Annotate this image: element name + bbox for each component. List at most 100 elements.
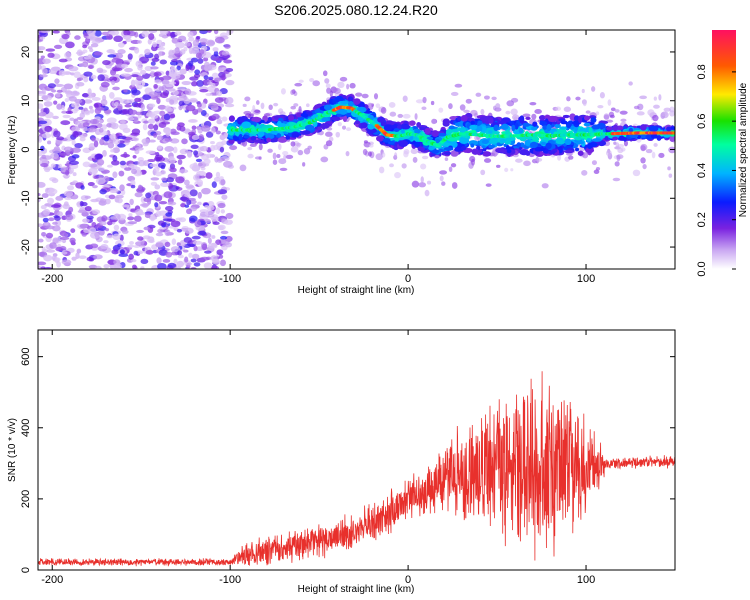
spectrogram-cell bbox=[403, 150, 409, 158]
spectrogram-cell bbox=[41, 193, 49, 198]
spectrogram-cell bbox=[483, 158, 492, 163]
spectrogram-cell bbox=[83, 228, 91, 233]
spectrogram-cell bbox=[298, 79, 304, 83]
spectrogram-cell bbox=[158, 121, 167, 128]
spectrogram-cell bbox=[170, 246, 181, 253]
spectrogram-cell bbox=[614, 109, 620, 113]
spectrogram-cell bbox=[66, 185, 75, 191]
spectrogram-cell bbox=[172, 146, 178, 154]
spectrogram-cell bbox=[510, 168, 514, 172]
spectrogram-cell bbox=[48, 68, 58, 75]
spectrogram-cell bbox=[179, 148, 189, 155]
spectrogram-cell bbox=[61, 110, 68, 114]
spectrogram-cell bbox=[199, 86, 208, 90]
spectrogram-cell bbox=[206, 30, 212, 33]
spectrogram-cell bbox=[545, 142, 552, 150]
spectrogram-cell bbox=[615, 142, 620, 149]
spectrogram-cell bbox=[164, 205, 174, 211]
spectrogram-cell bbox=[347, 96, 354, 102]
spectrogram-cell bbox=[210, 144, 216, 152]
spectrogram-cell bbox=[645, 149, 653, 154]
spectrogram-cell bbox=[591, 124, 601, 130]
spectrogram-cell bbox=[658, 152, 665, 158]
spectrogram-cell bbox=[114, 73, 120, 78]
spectrogram-cell bbox=[169, 113, 176, 119]
spectrogram-cell bbox=[424, 189, 430, 197]
spectrogram-cell bbox=[280, 88, 286, 95]
spectrogram-cell bbox=[184, 204, 190, 208]
spectrogram-cell bbox=[79, 223, 88, 229]
snr-x-label: Height of straight line (km) bbox=[298, 584, 415, 595]
spectrogram-cell bbox=[353, 98, 361, 105]
spectrogram-cell bbox=[192, 240, 203, 245]
spectrogram-cell bbox=[154, 194, 163, 202]
spectrogram-cell bbox=[242, 103, 247, 108]
spectrogram-cell bbox=[504, 167, 509, 173]
spectrogram-cell bbox=[64, 98, 70, 103]
spectrogram-cell bbox=[606, 150, 612, 157]
spectrogram-cell bbox=[534, 157, 543, 162]
spectrogram-cell bbox=[137, 184, 143, 191]
spectrogram-cell bbox=[642, 163, 647, 170]
spectrogram-cell bbox=[614, 161, 620, 167]
spectrogram-cell bbox=[414, 128, 421, 134]
spectrogram-cell bbox=[607, 99, 612, 106]
spectrogram-cell bbox=[110, 133, 117, 141]
spectrogram-cell bbox=[83, 55, 92, 60]
spectrogram-cell bbox=[532, 121, 538, 127]
spectrogram-cell bbox=[175, 41, 185, 49]
spectrogram-cell bbox=[377, 116, 386, 123]
spectrogram-cell bbox=[376, 135, 385, 142]
spectrogram-cell bbox=[612, 177, 621, 182]
spectrogram-cell bbox=[128, 253, 134, 260]
spectrogram-cell bbox=[198, 134, 204, 141]
spectrogram-cell bbox=[79, 112, 86, 119]
spectrogram-cell bbox=[501, 123, 509, 130]
spectrogram-cell bbox=[320, 156, 329, 163]
spectrogram-cell bbox=[161, 75, 172, 81]
spectrogram-cell bbox=[538, 147, 546, 152]
spectrogram-cell bbox=[127, 216, 135, 221]
spectrogram-cell bbox=[512, 114, 520, 121]
x-tick-label: -100 bbox=[219, 574, 241, 586]
spectrogram-cell bbox=[593, 169, 600, 175]
y-tick-label: -20 bbox=[20, 239, 32, 255]
spectrogram-cell bbox=[541, 183, 549, 189]
spectrogram-cell bbox=[38, 112, 47, 117]
spectrogram-cell bbox=[239, 164, 247, 172]
spectrogram-cell bbox=[111, 57, 121, 63]
spectrogram-cell bbox=[195, 246, 204, 252]
spectrogram-cell bbox=[443, 151, 452, 156]
spectrogram-cell bbox=[582, 100, 587, 107]
spectrogram-cell bbox=[480, 169, 486, 176]
spectrogram-cell bbox=[177, 35, 187, 42]
spectrogram-cell bbox=[176, 124, 182, 131]
spectrogram-cell bbox=[204, 204, 210, 209]
spectrogram-cell bbox=[173, 258, 178, 264]
spectrogram-cell bbox=[76, 248, 82, 254]
spectrogram-cell bbox=[76, 82, 85, 87]
spectrogram-cell bbox=[575, 140, 585, 145]
spectrogram-cell bbox=[93, 102, 103, 108]
spectrogram-cell bbox=[382, 137, 391, 143]
spectrogram-cell bbox=[666, 126, 672, 132]
spectrogram-cell bbox=[83, 71, 93, 77]
spectrogram-cell bbox=[187, 31, 194, 38]
spectrogram-cell bbox=[160, 182, 170, 188]
spectrogram-cell bbox=[229, 145, 238, 151]
spectrogram-cell bbox=[142, 123, 148, 131]
spectrogram-cell bbox=[153, 166, 160, 172]
spectrogram-cell bbox=[203, 158, 211, 165]
spectrogram-cell bbox=[140, 258, 149, 264]
spectrogram-cell bbox=[151, 45, 158, 52]
spectrogram-cell bbox=[342, 125, 347, 130]
spectrogram-cell bbox=[488, 117, 494, 124]
snr-y-label: SNR (10 * v/v) bbox=[7, 418, 18, 482]
spectrogram-cell bbox=[651, 151, 656, 159]
spectrogram-cell bbox=[199, 256, 210, 261]
spectrogram-cell bbox=[431, 130, 439, 137]
spectrogram-cell bbox=[590, 117, 597, 124]
spectrogram-cell bbox=[101, 31, 109, 36]
spectrogram-cell bbox=[389, 111, 397, 117]
spectrogram-cell bbox=[130, 258, 137, 263]
